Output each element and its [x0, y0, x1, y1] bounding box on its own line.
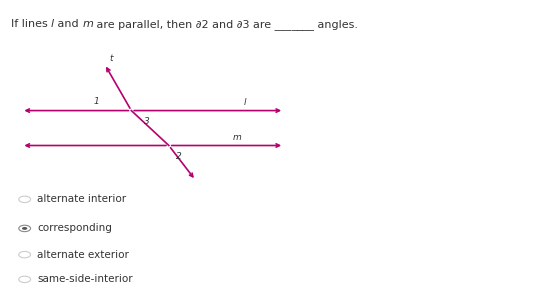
Circle shape	[19, 196, 31, 203]
Text: 1: 1	[93, 97, 99, 106]
Text: If lines: If lines	[11, 19, 51, 29]
Text: l: l	[51, 19, 54, 29]
Text: l: l	[244, 98, 247, 107]
Circle shape	[22, 227, 27, 230]
Text: 3: 3	[144, 117, 150, 126]
Text: same-side-interior: same-side-interior	[37, 274, 132, 284]
Text: are parallel, then ∂2 and ∂3 are _______ angles.: are parallel, then ∂2 and ∂3 are _______…	[93, 19, 358, 30]
Text: and: and	[54, 19, 82, 29]
Text: alternate exterior: alternate exterior	[37, 250, 129, 260]
Circle shape	[19, 225, 31, 232]
Text: 2: 2	[176, 152, 182, 161]
Circle shape	[19, 251, 31, 258]
Text: t: t	[110, 54, 114, 63]
Text: m: m	[233, 133, 242, 142]
Text: m: m	[82, 19, 93, 29]
Text: corresponding: corresponding	[37, 223, 112, 233]
Text: alternate interior: alternate interior	[37, 194, 126, 204]
Circle shape	[19, 276, 31, 283]
